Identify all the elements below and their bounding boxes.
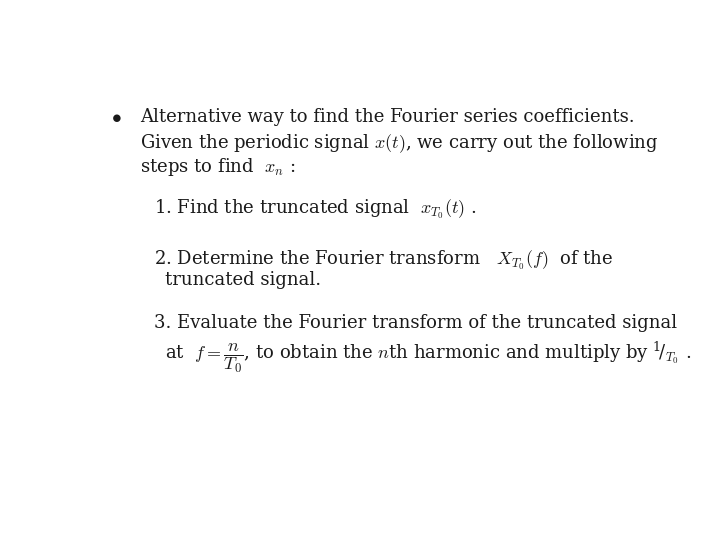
- Text: truncated signal.: truncated signal.: [166, 271, 321, 288]
- Text: $\bullet$: $\bullet$: [111, 109, 122, 126]
- Text: at  $f = \dfrac{n}{T_0}$, to obtain the $n$th harmonic and multiply by $\mathreg: at $f = \dfrac{n}{T_0}$, to obtain the $…: [166, 339, 691, 375]
- Text: 3. Evaluate the Fourier transform of the truncated signal: 3. Evaluate the Fourier transform of the…: [154, 314, 678, 332]
- Text: 1. Find the truncated signal  $x_{T_0}(t)$ .: 1. Find the truncated signal $x_{T_0}(t)…: [154, 198, 477, 221]
- Text: Alternative way to find the Fourier series coefficients.: Alternative way to find the Fourier seri…: [140, 109, 635, 126]
- Text: Given the periodic signal $x(t)$, we carry out the following: Given the periodic signal $x(t)$, we car…: [140, 132, 659, 155]
- Text: 2. Determine the Fourier transform   $X_{T_0}(f)$  of the: 2. Determine the Fourier transform $X_{T…: [154, 248, 613, 272]
- Text: steps to find  $x_n$ :: steps to find $x_n$ :: [140, 156, 296, 178]
